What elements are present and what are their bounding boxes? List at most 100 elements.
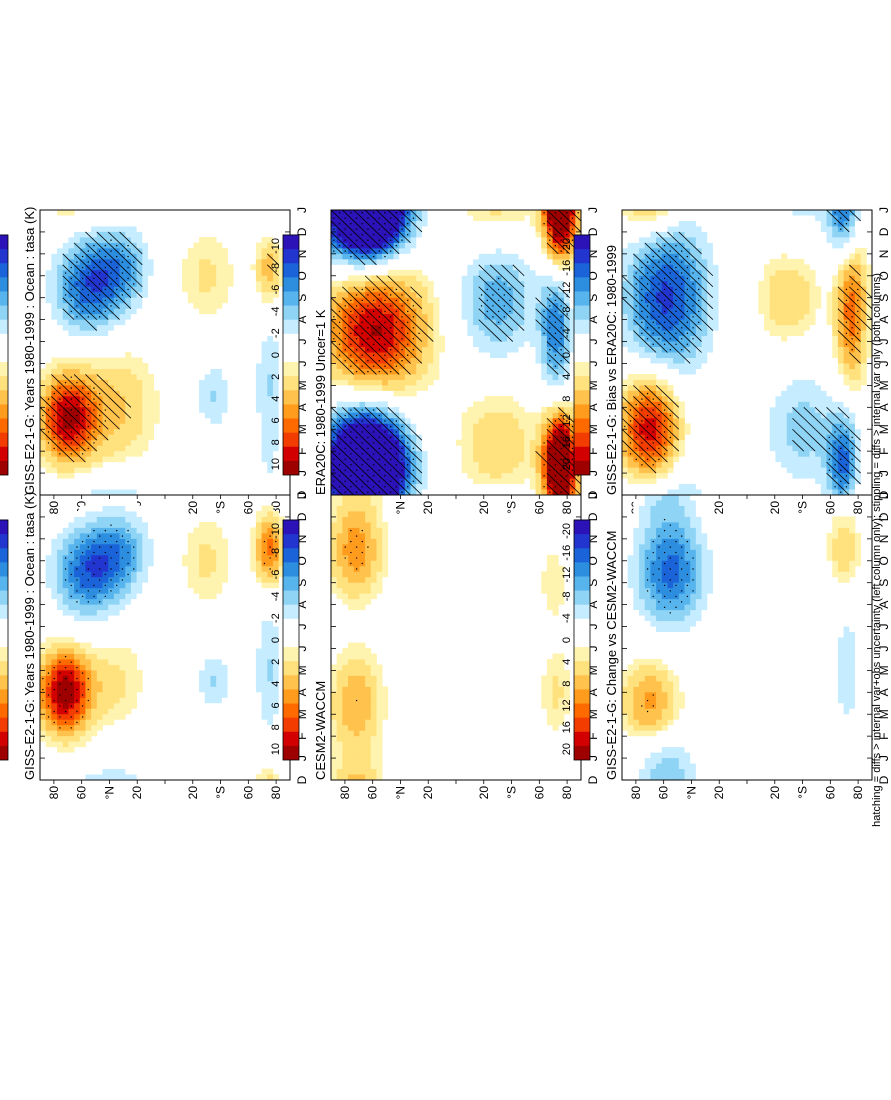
heat-cell [272, 374, 280, 380]
heat-cell [113, 357, 120, 364]
heat-cell [261, 379, 268, 386]
heat-cell [91, 368, 98, 375]
heat-cell [40, 368, 47, 375]
heat-cell [484, 330, 491, 337]
heat-cell [758, 291, 765, 298]
heat-cell [803, 384, 810, 391]
stipple-dot [554, 332, 557, 335]
heat-cell [809, 401, 816, 408]
stipple-dot [344, 458, 346, 461]
heat-cell [837, 368, 844, 375]
heat-cell [524, 258, 531, 265]
heat-cell [387, 258, 394, 265]
hatch-line [96, 407, 109, 419]
heat-cell [529, 472, 536, 479]
heat-cell [387, 269, 394, 276]
heat-cell [837, 335, 844, 342]
heat-cell [786, 286, 793, 293]
stipple-dot [497, 277, 500, 280]
heat-cell [416, 269, 423, 276]
heat-cell [832, 330, 839, 337]
heat-cell [142, 395, 149, 402]
heat-cell [758, 439, 765, 446]
heat-cell [142, 434, 149, 441]
heat-cell [667, 489, 674, 495]
panel: GISS-E2-1-G: Bias vs ERA20C: 1980-1999 DJ… [561, 207, 891, 514]
stipple-dot [560, 491, 562, 493]
heat-cell [427, 374, 434, 380]
heat-cell [108, 489, 115, 495]
heat-cell [826, 297, 833, 304]
heat-cell [204, 237, 211, 243]
heat-cell [91, 456, 98, 463]
heat-cell [45, 445, 52, 452]
stipple-dot [81, 299, 84, 302]
heat-cell [96, 461, 103, 468]
heat-cell [85, 379, 92, 386]
heat-cell [490, 445, 497, 452]
stipple-dot [395, 343, 398, 345]
heat-cell [342, 374, 349, 380]
heat-cell [524, 434, 531, 441]
heat-cell [712, 357, 719, 364]
heat-cell [712, 335, 719, 342]
heat-cell [102, 357, 109, 364]
heat-cell [62, 313, 69, 320]
stipple-dot [121, 261, 124, 263]
heat-cell [478, 456, 485, 463]
heat-cell [210, 302, 217, 309]
heat-cell [781, 302, 788, 309]
heat-cell [336, 406, 343, 413]
heat-cell [216, 406, 223, 413]
heat-cell [860, 379, 867, 386]
stipple-dot [344, 360, 346, 362]
heat-cell [199, 237, 206, 243]
stipple-dot [98, 316, 101, 318]
heat-cell [507, 352, 514, 358]
stipple-dot [412, 338, 415, 340]
heat-cell [404, 384, 411, 391]
heat-cell [216, 363, 223, 369]
heat-cell [529, 450, 536, 457]
heat-cell [125, 231, 132, 238]
heat-cell [382, 384, 389, 391]
heat-cell [421, 341, 428, 348]
heat-cell [433, 330, 440, 337]
heat-cell [461, 297, 468, 304]
heat-cell [803, 434, 810, 441]
heat-cell [826, 395, 833, 402]
heat-cell [656, 489, 663, 495]
heat-cell [416, 423, 423, 430]
heat-cell [815, 390, 822, 397]
stipple-dot [395, 420, 398, 422]
stipple-dot [338, 233, 341, 236]
heat-cell [473, 472, 480, 479]
heat-cell [461, 302, 468, 309]
heat-cell [261, 258, 268, 265]
stipple-dot [64, 425, 67, 428]
heat-cell [484, 401, 491, 408]
heat-cell [695, 379, 702, 386]
heat-cell [353, 401, 360, 408]
heat-cell [524, 335, 531, 342]
heat-cell [775, 308, 782, 315]
heat-cell [781, 308, 788, 315]
heat-cell [342, 379, 349, 386]
heat-cell [467, 445, 474, 452]
stipple-dot [401, 469, 403, 472]
heat-cell [267, 384, 274, 391]
heat-cell [187, 264, 194, 271]
heat-cell [199, 291, 206, 298]
heat-cell [639, 472, 646, 479]
heat-cell [803, 390, 810, 397]
stipple-dot [395, 288, 398, 291]
heat-cell [433, 346, 440, 353]
heat-cell [204, 428, 211, 435]
heat-cell [40, 308, 47, 315]
stipple-dot [121, 283, 124, 285]
heat-cell [558, 374, 565, 380]
heat-cell [529, 423, 536, 430]
stipple-dot [59, 387, 61, 389]
heat-cell [91, 330, 98, 337]
heat-cell [130, 434, 137, 441]
